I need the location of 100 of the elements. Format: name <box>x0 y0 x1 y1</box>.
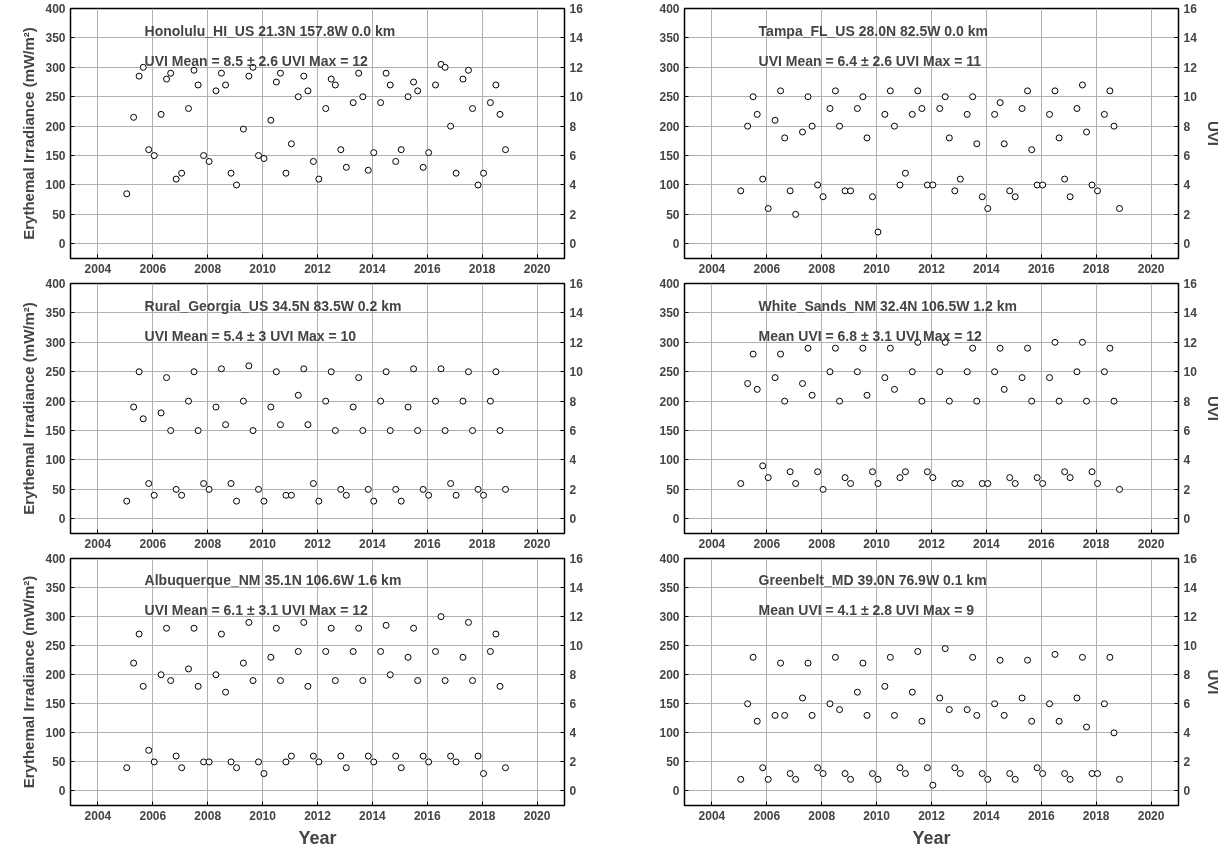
y-tick-label: 150 <box>45 697 66 712</box>
y-tick-label: 200 <box>659 119 680 134</box>
y-axis-title: Erythemal Irradiance (mW/m²) <box>20 27 38 240</box>
x-tick-label: 2020 <box>523 808 551 823</box>
x-tick-label: 2008 <box>808 536 836 551</box>
y2-tick-label: 14 <box>1183 581 1198 596</box>
y-tick-label: 0 <box>58 237 66 252</box>
x-tick-label: 2016 <box>413 808 441 823</box>
y2-tick-label: 16 <box>1183 552 1198 566</box>
x-tick-label: 2016 <box>1027 536 1055 551</box>
y-tick-label: 300 <box>659 335 680 350</box>
y2-tick-label: 0 <box>569 512 577 527</box>
y2-tick-label: 10 <box>569 639 584 654</box>
x-tick-label: 2010 <box>249 261 277 276</box>
y-tick-label: 0 <box>672 784 680 799</box>
y-tick-label: 150 <box>45 149 66 164</box>
y-tick-label: 350 <box>659 306 680 321</box>
y-tick-label: 250 <box>659 90 680 105</box>
y-tick-label: 50 <box>52 755 66 770</box>
y-tick-label: 200 <box>659 668 680 683</box>
x-tick-label: 2006 <box>139 808 167 823</box>
y2-tick-label: 2 <box>1183 755 1191 770</box>
y-tick-label: 400 <box>45 552 66 566</box>
annotation: Tampa_FL_US 28.0N 82.5W 0.0 km <box>758 22 988 39</box>
x-tick-label: 2004 <box>698 261 726 276</box>
x-tick-label: 2018 <box>468 808 496 823</box>
x-tick-label: 2020 <box>1137 808 1165 823</box>
y-tick-label: 0 <box>58 784 66 799</box>
y2-tick-label: 8 <box>569 394 577 409</box>
y2-axis-title: UVI <box>1204 396 1222 422</box>
y2-tick-label: 16 <box>1183 277 1198 291</box>
x-tick-label: 2010 <box>249 536 277 551</box>
x-tick-label: 2008 <box>194 808 222 823</box>
y2-tick-label: 6 <box>1183 697 1191 712</box>
y2-tick-label: 4 <box>1183 453 1191 468</box>
y2-tick-label: 12 <box>569 610 584 625</box>
x-tick-label: 2018 <box>468 536 496 551</box>
x-tick-label: 2004 <box>698 536 726 551</box>
y-tick-label: 250 <box>659 365 680 380</box>
y2-tick-label: 2 <box>569 482 577 497</box>
x-tick-label: 2018 <box>468 261 496 276</box>
y-tick-label: 50 <box>666 755 680 770</box>
x-tick-label: 2012 <box>304 261 332 276</box>
annotation: UVI Mean = 8.5 ± 2.6 UVI Max = 12 <box>144 52 369 69</box>
y2-tick-label: 14 <box>569 306 584 321</box>
y2-tick-label: 0 <box>1183 237 1191 252</box>
y-tick-label: 200 <box>45 394 66 409</box>
x-tick-label: 2014 <box>359 261 387 276</box>
y-tick-label: 150 <box>659 424 680 439</box>
y2-tick-label: 6 <box>569 424 577 439</box>
y2-tick-label: 2 <box>1183 207 1191 222</box>
y2-tick-label: 0 <box>1183 512 1191 527</box>
y2-tick-label: 14 <box>1183 31 1198 46</box>
y-tick-label: 150 <box>659 149 680 164</box>
y-tick-label: 350 <box>45 31 66 46</box>
y2-tick-label: 12 <box>1183 335 1198 350</box>
annotation: UVI Mean = 6.1 ± 3.1 UVI Max = 12 <box>144 601 369 618</box>
y-tick-label: 0 <box>58 512 66 527</box>
annotation: White_Sands_NM 32.4N 106.5W 1.2 km <box>758 297 1017 314</box>
y2-tick-label: 8 <box>1183 668 1191 683</box>
y2-tick-label: 10 <box>569 365 584 380</box>
y2-tick-label: 10 <box>569 90 584 105</box>
y-tick-label: 250 <box>45 90 66 105</box>
y2-tick-label: 0 <box>569 784 577 799</box>
x-tick-label: 2012 <box>918 261 946 276</box>
x-tick-label: 2010 <box>863 536 891 551</box>
y-tick-label: 100 <box>659 453 680 468</box>
y-tick-label: 400 <box>45 277 66 291</box>
y2-tick-label: 2 <box>569 755 577 770</box>
y2-tick-label: 6 <box>569 697 577 712</box>
x-tick-label: 2008 <box>808 261 836 276</box>
y-tick-label: 250 <box>45 639 66 654</box>
x-tick-label: 2018 <box>1082 536 1110 551</box>
x-tick-label: 2012 <box>918 808 946 823</box>
y2-tick-label: 4 <box>569 726 577 741</box>
x-tick-label: 2014 <box>973 536 1001 551</box>
y2-tick-label: 8 <box>1183 394 1191 409</box>
y-tick-label: 200 <box>659 394 680 409</box>
x-tick-label: 2012 <box>918 536 946 551</box>
x-tick-label: 2010 <box>863 808 891 823</box>
y-tick-label: 50 <box>52 482 66 497</box>
y2-tick-label: 12 <box>1183 610 1198 625</box>
y2-tick-label: 12 <box>569 60 584 75</box>
y-tick-label: 0 <box>672 512 680 527</box>
annotation: Rural_Georgia_US 34.5N 83.5W 0.2 km <box>144 297 402 314</box>
x-tick-label: 2006 <box>139 536 167 551</box>
annotation: UVI Mean = 6.4 ± 2.6 UVI Max = 11 <box>758 52 982 69</box>
y-tick-label: 300 <box>659 60 680 75</box>
y2-tick-label: 16 <box>569 2 584 16</box>
y2-tick-label: 2 <box>1183 482 1191 497</box>
y-tick-label: 350 <box>45 581 66 596</box>
y2-tick-label: 10 <box>1183 90 1198 105</box>
y-tick-label: 400 <box>659 552 680 566</box>
x-tick-label: 2010 <box>863 261 891 276</box>
x-tick-label: 2006 <box>139 261 167 276</box>
x-tick-label: 2014 <box>359 808 387 823</box>
y-tick-label: 300 <box>45 610 66 625</box>
x-tick-label: 2020 <box>523 261 551 276</box>
y-tick-label: 300 <box>45 335 66 350</box>
y-tick-label: 150 <box>659 697 680 712</box>
